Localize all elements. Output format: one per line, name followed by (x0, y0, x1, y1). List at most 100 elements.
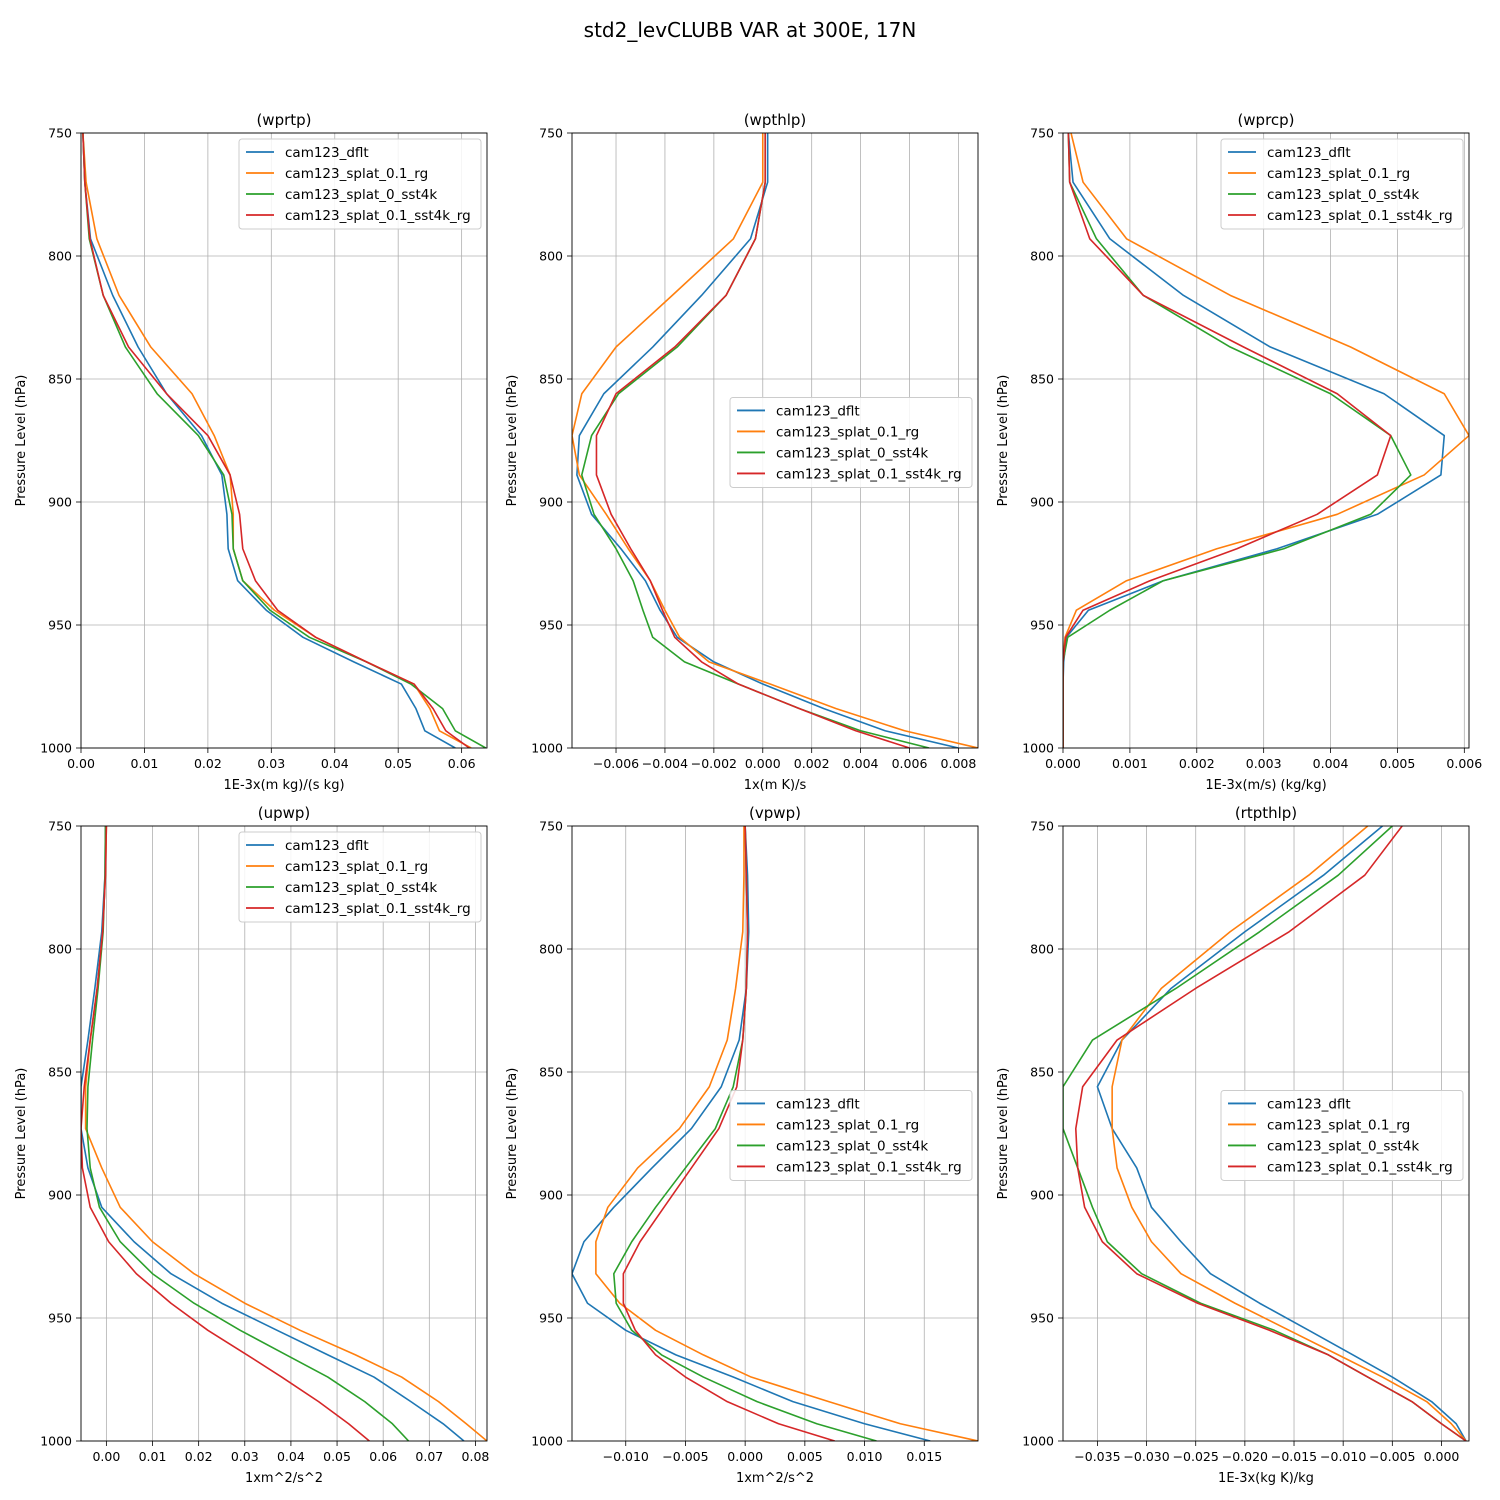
legend-label-cam123-splat-0-1-rg: cam123_splat_0.1_rg (285, 166, 428, 182)
series-line-cam123-splat-0-1-sst4k-rg (82, 133, 470, 748)
y-tick-label: 950 (1030, 618, 1054, 633)
y-tick-label: 850 (539, 372, 563, 387)
panel-title: (wprcp) (1237, 111, 1294, 129)
panel-title: (rtpthlp) (1235, 804, 1297, 822)
panel-upwp: 0.00 0.01 0.02 0.03 0.04 0.05 0.06 0.07 0.08 750 8… (14, 804, 489, 1486)
x-axis-label: 1E-3x(kg K)/kg (1218, 1471, 1314, 1486)
legend-label-cam123-dflt: cam123_dflt (1267, 1096, 1351, 1112)
series-line-cam123-splat-0-sst4k (86, 826, 410, 1441)
y-axis-label: Pressure Level (hPa) (505, 375, 520, 507)
y-tick-label: 750 (48, 126, 72, 141)
y-tick-label: 850 (1030, 1065, 1054, 1080)
y-tick-label: 1000 (40, 1434, 72, 1449)
x-tick-label: 0.00 (67, 756, 95, 771)
panels: 0.00 0.01 0.02 0.03 0.04 0.05 0.06 750 800 850 900… (14, 111, 1482, 1486)
legend-label-cam123-splat-0-1-sst4k-rg: cam123_splat_0.1_sst4k_rg (285, 901, 471, 917)
x-tick-label: −0.030 (1123, 1449, 1169, 1464)
series-line-cam123-dflt (576, 133, 959, 748)
legend-label-cam123-splat-0-1-sst4k-rg: cam123_splat_0.1_sst4k_rg (1267, 1159, 1453, 1175)
y-axis-label: Pressure Level (hPa) (14, 1068, 29, 1200)
series-line-cam123-dflt (82, 133, 456, 748)
legend-label-cam123-splat-0-1-rg: cam123_splat_0.1_rg (776, 424, 919, 440)
wprtp-axes-frame (80, 132, 488, 749)
x-tick-label: 0.06 (448, 756, 476, 771)
x-tick-label: 0.04 (321, 756, 349, 771)
x-tick-label: 0.015 (906, 1449, 942, 1464)
panel-wprcp: 0.000 0.001 0.002 0.003 0.004 0.005 0.006 750 80… (996, 111, 1482, 793)
series-line-cam123-splat-0-sst4k (1063, 133, 1412, 748)
vpwp-series (572, 826, 978, 1441)
legend-label-cam123-splat-0-sst4k: cam123_splat_0_sst4k (776, 445, 928, 461)
y-tick-label: 950 (48, 618, 72, 633)
x-tick-label: 0.004 (1313, 756, 1349, 771)
y-tick-label: 850 (48, 372, 72, 387)
panel-title: (upwp) (258, 804, 311, 822)
series-line-cam123-dflt (1096, 826, 1467, 1441)
x-tick-label: 0.03 (231, 1449, 259, 1464)
legend-label-cam123-splat-0-sst4k: cam123_splat_0_sst4k (1267, 1138, 1419, 1154)
x-tick-label: 0.008 (941, 756, 977, 771)
x-tick-label: 0.006 (1446, 756, 1482, 771)
legend-label-cam123-dflt: cam123_dflt (776, 1096, 860, 1112)
x-tick-label: 0.05 (384, 756, 412, 771)
x-tick-label: 0.006 (892, 756, 928, 771)
wprcp-grid (1062, 132, 1469, 749)
y-tick-label: 1000 (531, 741, 563, 756)
y-tick-label: 900 (48, 1188, 72, 1203)
x-tick-label: 0.08 (462, 1449, 490, 1464)
y-tick-label: 900 (539, 495, 563, 510)
x-tick-label: 0.05 (323, 1449, 351, 1464)
legend-label-cam123-splat-0-sst4k: cam123_splat_0_sst4k (285, 880, 437, 896)
x-tick-label: 0.002 (1179, 756, 1215, 771)
x-axis-label: 1E-3x(m/s) (kg/kg) (1205, 778, 1326, 793)
panel-rtpthlp: −0.035 −0.030 −0.025 −0.020 −0.015 −0.010 −0.0… (996, 804, 1470, 1486)
y-tick-label: 900 (1030, 495, 1054, 510)
x-tick-label: −0.025 (1173, 1449, 1219, 1464)
legend-box (238, 831, 482, 923)
panel-wprtp: 0.00 0.01 0.02 0.03 0.04 0.05 0.06 750 800 850 900… (14, 111, 488, 793)
y-tick-label: 800 (539, 249, 563, 264)
panel-title: (vpwp) (749, 804, 801, 822)
y-tick-label: 900 (1030, 1188, 1054, 1203)
y-axis-label: Pressure Level (hPa) (14, 375, 29, 507)
legend-label-cam123-splat-0-1-sst4k-rg: cam123_splat_0.1_sst4k_rg (285, 208, 471, 224)
series-line-cam123-splat-0-1-sst4k-rg (1063, 133, 1392, 748)
y-tick-label: 750 (539, 819, 563, 834)
x-tick-label: 0.005 (1380, 756, 1416, 771)
vpwp-legend: cam123_dflt cam123_splat_0.1_rg cam123_spl… (729, 1089, 973, 1181)
y-tick-label: 950 (48, 1311, 72, 1326)
y-tick-label: 1000 (531, 1434, 563, 1449)
series-line-cam123-splat-0-1-rg (1111, 826, 1467, 1441)
x-tick-label: −0.002 (691, 756, 737, 771)
upwp-series (81, 826, 487, 1441)
series-line-cam123-dflt (81, 826, 465, 1441)
wpthlp-series (572, 133, 978, 748)
x-tick-label: −0.006 (593, 756, 639, 771)
y-tick-label: 1000 (1022, 1434, 1054, 1449)
panel-title: (wprtp) (256, 111, 311, 129)
y-tick-label: 850 (539, 1065, 563, 1080)
x-axis-label: 1xm^2/s^2 (736, 1471, 814, 1486)
legend-label-cam123-dflt: cam123_dflt (1267, 145, 1351, 161)
x-tick-label: 0.010 (847, 1449, 883, 1464)
wprcp-series (1063, 133, 1469, 748)
x-tick-label: 0.000 (745, 756, 781, 771)
x-tick-label: 0.02 (194, 756, 222, 771)
y-tick-label: 900 (539, 1188, 563, 1203)
x-tick-label: 0.06 (369, 1449, 397, 1464)
rtpthlp-series (1063, 826, 1467, 1441)
y-tick-label: 1000 (1022, 741, 1054, 756)
x-tick-label: 0.01 (131, 756, 159, 771)
legend-label-cam123-dflt: cam123_dflt (285, 145, 369, 161)
legend-label-cam123-splat-0-1-rg: cam123_splat_0.1_rg (285, 859, 428, 875)
panel-wpthlp: −0.006 −0.004 −0.002 0.000 0.002 0.004 0.006 0.… (505, 111, 979, 793)
legend-label-cam123-splat-0-1-sst4k-rg: cam123_splat_0.1_sst4k_rg (776, 466, 962, 482)
x-tick-label: −0.035 (1074, 1449, 1120, 1464)
x-tick-label: 0.004 (843, 756, 879, 771)
x-tick-label: 0.000 (727, 1449, 763, 1464)
legend-box (1220, 138, 1464, 230)
series-line-cam123-splat-0-1-sst4k-rg (1074, 826, 1467, 1441)
x-tick-label: 0.01 (139, 1449, 167, 1464)
x-tick-label: 0.005 (787, 1449, 823, 1464)
figure-suptitle: std2_levCLUBB VAR at 300E, 17N (584, 18, 917, 42)
